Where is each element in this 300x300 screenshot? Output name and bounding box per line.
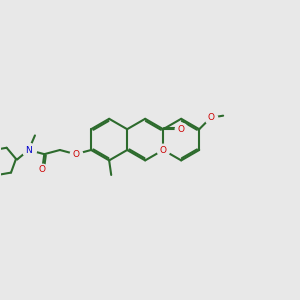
- Text: O: O: [160, 146, 167, 154]
- Text: O: O: [177, 125, 184, 134]
- Text: O: O: [72, 150, 79, 159]
- Text: O: O: [207, 113, 214, 122]
- Text: N: N: [25, 146, 32, 154]
- Text: O: O: [39, 165, 46, 174]
